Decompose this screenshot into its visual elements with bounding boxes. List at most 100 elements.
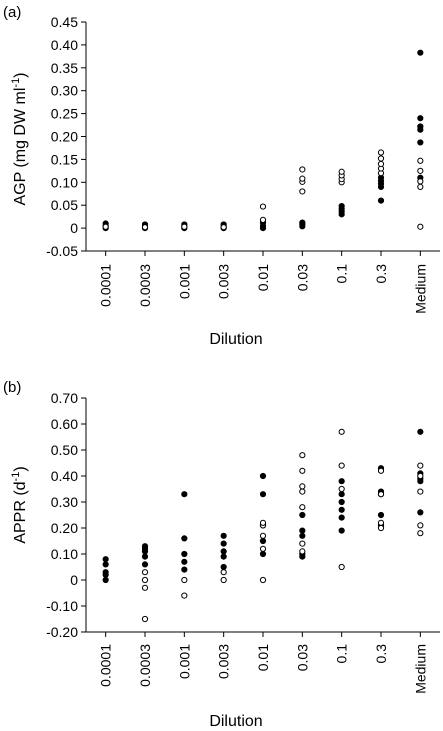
y-tick-label: 0.40 — [51, 468, 78, 484]
data-point-open — [259, 519, 267, 526]
data-point-open — [338, 428, 345, 435]
x-tick-label: 0.03 — [294, 644, 310, 671]
data-point-open — [299, 188, 306, 195]
data-point-filled — [141, 561, 149, 568]
y-tick-label: 0 — [70, 572, 78, 588]
data-point-filled — [417, 115, 424, 122]
data-point-open — [181, 223, 188, 230]
data-point-filled — [338, 514, 345, 521]
data-point-open — [417, 167, 424, 174]
data-point-open — [259, 203, 267, 210]
x-tick-label: 0.3 — [373, 644, 389, 664]
data-point-filled — [259, 491, 267, 498]
data-point-open — [299, 540, 306, 547]
y-axis-title-main: APPR (d — [12, 481, 29, 543]
y-tick-label: 0.05 — [51, 197, 78, 213]
data-point-open — [259, 532, 267, 539]
data-point-filled — [259, 537, 267, 545]
x-tick-label: 0.03 — [294, 264, 310, 291]
x-tick-label: 0.001 — [176, 264, 192, 299]
data-point-open — [220, 224, 227, 231]
y-axis-title-close: ) — [12, 72, 29, 77]
x-tick-label: 0.001 — [176, 644, 192, 679]
data-point-open — [417, 183, 424, 190]
panel-label: (b) — [3, 379, 21, 396]
data-point-filled — [338, 527, 345, 534]
y-tick-label: 0.50 — [51, 442, 78, 458]
data-point-open — [141, 576, 149, 584]
data-point-filled — [417, 139, 424, 146]
data-point-filled — [338, 506, 345, 513]
data-point-open — [417, 522, 424, 529]
data-point-filled — [141, 543, 149, 550]
data-point-filled — [181, 535, 188, 542]
data-point-filled — [299, 511, 306, 519]
data-point-open — [299, 548, 306, 555]
y-tick-label: 0.15 — [51, 151, 78, 167]
data-point-filled — [417, 428, 424, 435]
data-point-open — [141, 615, 149, 623]
data-point-open — [417, 178, 424, 185]
data-point-open — [417, 472, 424, 480]
x-tick-label: 0.3 — [373, 264, 389, 284]
data-point-filled — [259, 472, 267, 480]
data-point-open — [377, 524, 385, 532]
data-point-filled — [338, 491, 345, 498]
y-tick-label: -0.10 — [46, 598, 78, 614]
data-point-open — [259, 576, 267, 584]
data-point-filled — [377, 197, 385, 204]
data-point-filled — [102, 569, 109, 576]
x-tick-label: 0.003 — [216, 644, 232, 679]
y-tick-label: 0.20 — [51, 520, 78, 536]
data-point-filled — [417, 49, 424, 56]
data-point-open — [220, 569, 227, 576]
data-point-open — [181, 592, 188, 599]
y-tick-label: 0.40 — [51, 37, 78, 53]
data-point-open — [299, 504, 306, 511]
y-tick-label: 0.45 — [51, 14, 78, 30]
x-tick-label: 0.003 — [216, 264, 232, 299]
data-point-filled — [181, 491, 188, 498]
data-point-open — [377, 519, 385, 526]
x-tick-label: 0.0003 — [137, 264, 153, 307]
x-tick-label: 0.01 — [255, 264, 271, 291]
data-point-open — [417, 223, 424, 230]
y-axis-title-sup: -1 — [10, 78, 22, 88]
y-tick-label: 0.35 — [51, 60, 78, 76]
data-point-open — [141, 224, 149, 231]
x-tick-label: 0.0001 — [98, 264, 114, 307]
data-point-filled — [220, 553, 227, 560]
y-tick-label: -0.20 — [46, 624, 78, 640]
data-point-filled — [417, 123, 424, 130]
data-point-open — [220, 576, 227, 584]
data-point-filled — [181, 558, 188, 565]
data-point-open — [338, 168, 345, 175]
data-point-open — [299, 452, 306, 459]
data-point-open — [299, 166, 306, 173]
data-point-filled — [338, 203, 345, 210]
x-tick-label: 0.0001 — [98, 644, 114, 687]
panel-b: (b) Dilution APPR (d-1) -0.20 -0.10 0 0.10 0… — [3, 379, 440, 730]
x-tick-label: 0.1 — [334, 264, 350, 284]
data-point-open — [181, 576, 188, 584]
y-axis-title-close: ) — [12, 466, 29, 471]
data-point-open — [377, 467, 385, 474]
data-point-open — [299, 488, 306, 495]
data-point-filled — [181, 566, 188, 573]
data-point-open — [377, 160, 385, 168]
data-point-open — [377, 149, 385, 156]
y-axis-title-main: AGP (mg DW ml — [12, 88, 29, 206]
y-axis-title: APPR (d-1) — [10, 466, 29, 543]
x-tick-label: 0.01 — [255, 644, 271, 671]
data-point-open — [102, 223, 109, 230]
data-point-open — [259, 216, 267, 223]
data-point-filled — [220, 563, 227, 571]
y-tick-label: 0.30 — [51, 494, 78, 510]
data-point-open — [338, 462, 345, 469]
data-point-open — [417, 157, 424, 164]
y-tick-label: 0.25 — [51, 106, 78, 122]
y-tick-label: 0.70 — [51, 390, 78, 406]
data-point-filled — [181, 550, 188, 558]
x-axis-title: Dilution — [209, 331, 262, 348]
data-point-filled — [102, 556, 109, 563]
